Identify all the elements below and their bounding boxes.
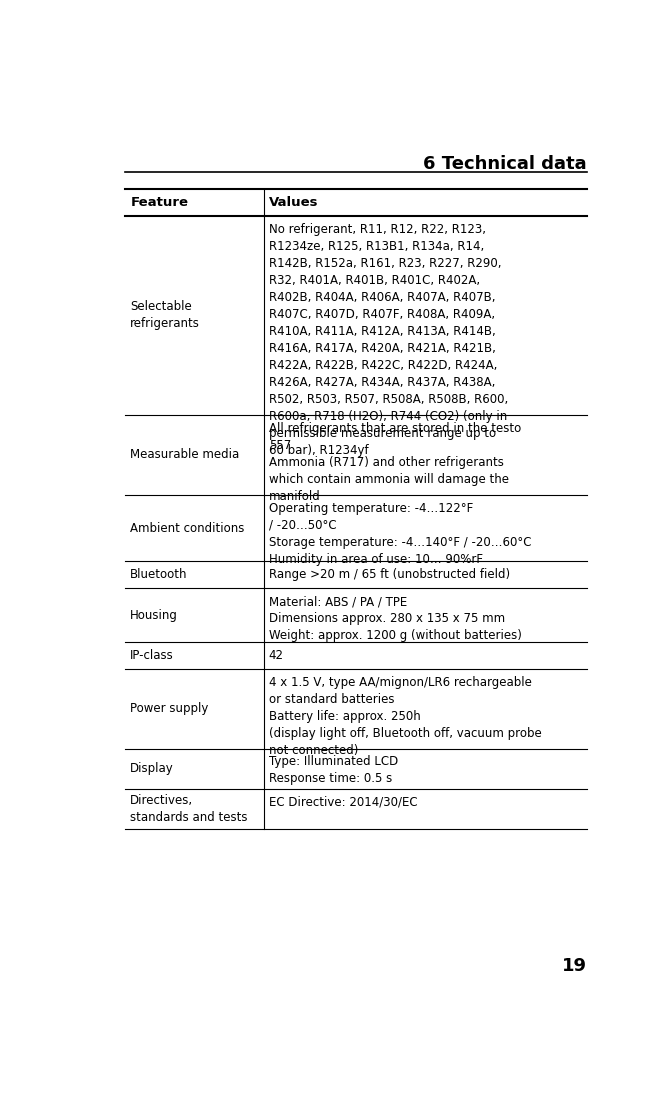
- Text: Display: Display: [130, 763, 174, 775]
- Text: Housing: Housing: [130, 608, 178, 622]
- Text: Feature: Feature: [130, 195, 188, 209]
- Text: Directives,
standards and tests: Directives, standards and tests: [130, 794, 248, 824]
- Text: No refrigerant, R11, R12, R22, R123,
R1234ze, R125, R13B1, R134a, R14,
R142B, R1: No refrigerant, R11, R12, R22, R123, R12…: [269, 222, 508, 456]
- Text: IP-class: IP-class: [130, 648, 174, 662]
- Text: 42: 42: [269, 648, 284, 662]
- Text: Selectable
refrigerants: Selectable refrigerants: [130, 300, 200, 331]
- Text: Type: Illuminated LCD
Response time: 0.5 s: Type: Illuminated LCD Response time: 0.5…: [269, 756, 398, 786]
- Text: Ambient conditions: Ambient conditions: [130, 522, 245, 535]
- Text: 4 x 1.5 V, type AA/mignon/LR6 rechargeable
or standard batteries
Battery life: a: 4 x 1.5 V, type AA/mignon/LR6 rechargeab…: [269, 676, 541, 757]
- Text: Values: Values: [269, 195, 318, 209]
- Text: Range >20 m / 65 ft (unobstructed field): Range >20 m / 65 ft (unobstructed field): [269, 568, 510, 582]
- Text: Power supply: Power supply: [130, 703, 209, 715]
- Text: Measurable media: Measurable media: [130, 448, 240, 462]
- Text: EC Directive: 2014/30/EC: EC Directive: 2014/30/EC: [269, 796, 417, 808]
- Text: All refrigerants that are stored in the testo
557
Ammonia (R717) and other refri: All refrigerants that are stored in the …: [269, 422, 521, 503]
- Text: 19: 19: [561, 957, 587, 975]
- Text: 6 Technical data: 6 Technical data: [423, 154, 587, 172]
- Text: Bluetooth: Bluetooth: [130, 568, 188, 582]
- Text: Operating temperature: -4…122°F
/ -20…50°C
Storage temperature: -4…140°F / -20…6: Operating temperature: -4…122°F / -20…50…: [269, 502, 531, 566]
- Text: Material: ABS / PA / TPE
Dimensions approx. 280 x 135 x 75 mm
Weight: approx. 12: Material: ABS / PA / TPE Dimensions appr…: [269, 595, 522, 643]
